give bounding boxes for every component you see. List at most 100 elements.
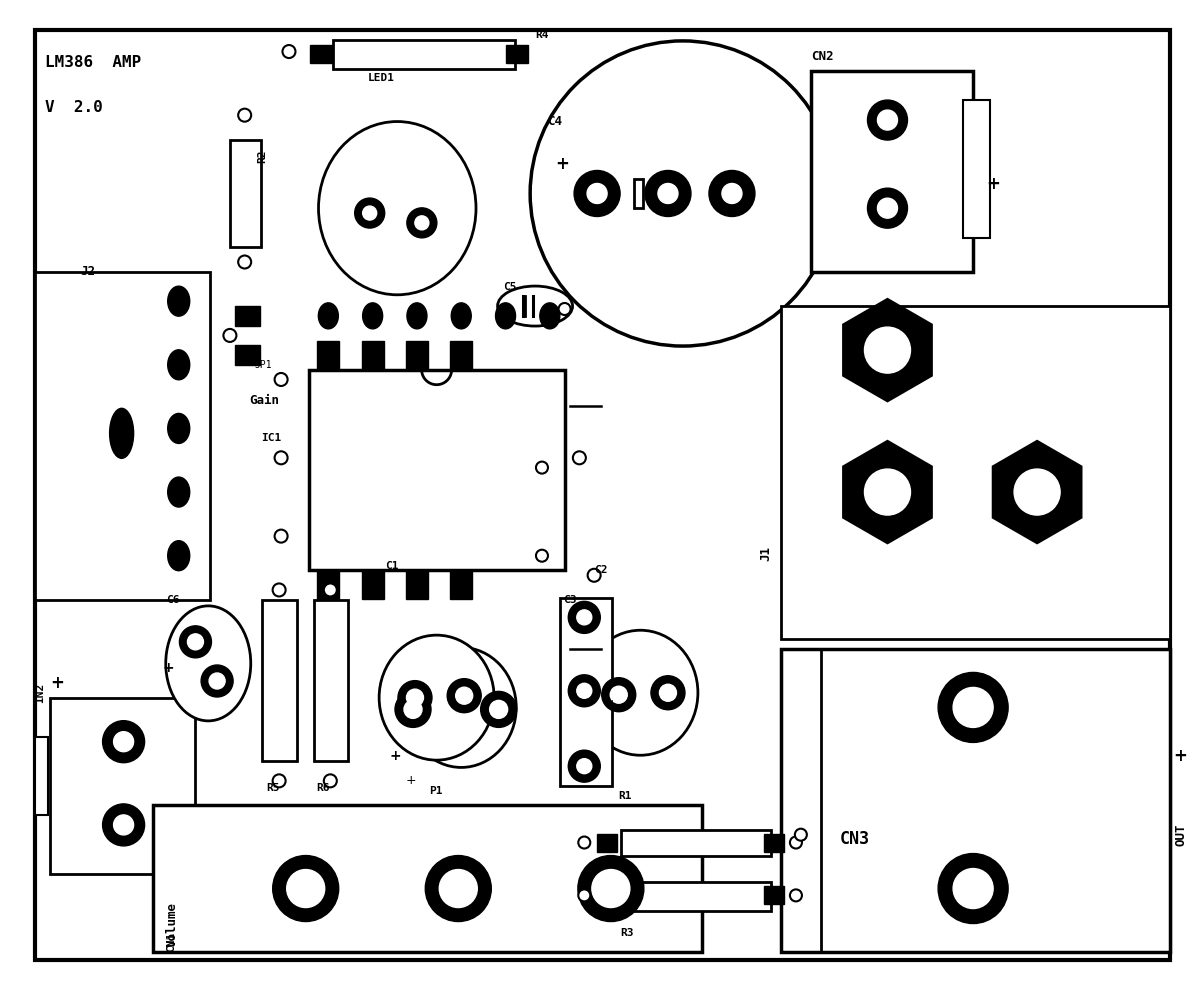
Circle shape — [578, 855, 644, 922]
Text: CN3: CN3 — [841, 830, 871, 847]
Ellipse shape — [168, 541, 190, 570]
Ellipse shape — [407, 303, 426, 329]
Ellipse shape — [168, 286, 190, 316]
Circle shape — [568, 675, 600, 707]
Bar — [597, 886, 617, 905]
Text: C4: C4 — [546, 115, 562, 128]
Ellipse shape — [406, 647, 516, 767]
Bar — [362, 342, 383, 369]
Circle shape — [238, 109, 251, 122]
Text: +: + — [163, 661, 174, 675]
Circle shape — [324, 774, 336, 787]
Bar — [35, 737, 48, 815]
Circle shape — [187, 634, 203, 649]
Circle shape — [558, 303, 570, 315]
Bar — [450, 571, 472, 599]
Bar — [235, 306, 261, 326]
Bar — [35, 272, 210, 600]
Text: LM386  AMP: LM386 AMP — [44, 55, 142, 70]
Text: R4: R4 — [536, 30, 549, 40]
Ellipse shape — [168, 414, 190, 444]
Circle shape — [938, 672, 1008, 742]
Circle shape — [102, 721, 144, 762]
Bar — [317, 342, 340, 369]
Bar — [313, 600, 348, 761]
Bar — [450, 342, 472, 369]
Circle shape — [406, 689, 424, 706]
Circle shape — [425, 855, 491, 922]
Circle shape — [282, 45, 295, 58]
Text: +: + — [1173, 747, 1187, 765]
Polygon shape — [993, 443, 1081, 543]
Text: CN1: CN1 — [166, 932, 175, 952]
Circle shape — [1014, 469, 1060, 515]
Circle shape — [576, 758, 592, 773]
Ellipse shape — [318, 122, 476, 295]
Circle shape — [404, 700, 422, 719]
Circle shape — [579, 889, 590, 901]
Text: P1: P1 — [429, 786, 442, 796]
Text: R1: R1 — [619, 791, 632, 801]
Text: C2: C2 — [594, 565, 608, 575]
Text: J1: J1 — [759, 545, 772, 561]
Circle shape — [273, 855, 339, 922]
Bar — [362, 571, 383, 599]
Circle shape — [179, 626, 211, 657]
Ellipse shape — [168, 349, 190, 380]
Circle shape — [865, 469, 910, 515]
Circle shape — [324, 583, 336, 596]
Circle shape — [790, 837, 802, 848]
Text: C1: C1 — [386, 560, 399, 570]
Circle shape — [568, 601, 600, 634]
Text: JP1: JP1 — [255, 360, 273, 370]
Circle shape — [579, 837, 590, 848]
Ellipse shape — [109, 408, 133, 458]
Bar — [406, 342, 428, 369]
Text: Gain: Gain — [250, 394, 280, 407]
Text: +: + — [556, 155, 569, 173]
Circle shape — [536, 549, 548, 561]
Circle shape — [354, 198, 384, 228]
Bar — [764, 886, 784, 905]
Circle shape — [954, 687, 993, 728]
Circle shape — [536, 461, 548, 473]
Text: +: + — [405, 774, 416, 787]
Circle shape — [490, 700, 508, 719]
Circle shape — [455, 687, 473, 704]
Text: R3: R3 — [621, 928, 634, 938]
Circle shape — [938, 853, 1008, 924]
Ellipse shape — [380, 636, 494, 760]
Circle shape — [610, 686, 627, 703]
Circle shape — [878, 110, 897, 130]
Bar — [560, 598, 611, 786]
Text: C5: C5 — [503, 281, 518, 292]
Bar — [621, 830, 771, 856]
Bar — [764, 834, 784, 851]
Circle shape — [414, 216, 429, 230]
Text: +: + — [49, 674, 64, 692]
Bar — [811, 71, 973, 272]
Bar — [235, 345, 261, 365]
Text: V  2.0: V 2.0 — [44, 100, 103, 115]
Text: +: + — [607, 698, 617, 711]
Circle shape — [114, 732, 133, 751]
Ellipse shape — [452, 303, 471, 329]
Circle shape — [659, 684, 676, 701]
Ellipse shape — [496, 303, 515, 329]
Text: CN2: CN2 — [811, 50, 833, 62]
Bar — [333, 40, 515, 69]
Circle shape — [238, 255, 251, 268]
Ellipse shape — [539, 303, 560, 329]
Circle shape — [865, 327, 910, 373]
Text: LED1: LED1 — [368, 73, 395, 83]
Ellipse shape — [497, 286, 573, 326]
Bar — [229, 140, 262, 248]
Circle shape — [658, 183, 677, 204]
Circle shape — [209, 673, 225, 689]
Circle shape — [645, 170, 691, 217]
Bar — [781, 648, 1170, 952]
Bar — [963, 100, 990, 238]
Bar — [597, 834, 617, 851]
Bar — [317, 571, 340, 599]
Circle shape — [273, 583, 286, 596]
